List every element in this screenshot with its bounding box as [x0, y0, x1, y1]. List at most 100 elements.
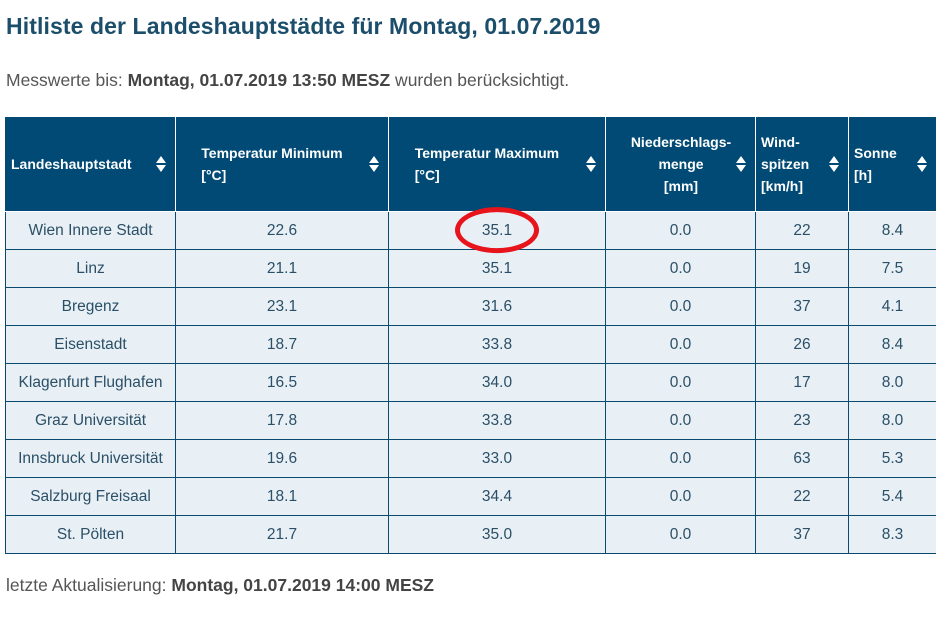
table-row: Bregenz 23.1 31.6 0.0 37 4.1: [5, 287, 936, 326]
cell-city: Innsbruck Universität: [5, 439, 176, 478]
sort-icon[interactable]: [586, 156, 597, 172]
cell-city: Eisenstadt: [5, 325, 176, 364]
cell-temp-max-value: 35.1: [481, 221, 513, 239]
cell-precipitation: 0.0: [605, 211, 756, 250]
cell-temp-max-highlighted: 35.1: [388, 206, 606, 253]
cell-sun: 8.3: [848, 515, 936, 554]
table-row: Graz Universität 17.8 33.8 0.0 23 8.0: [5, 401, 936, 440]
measurement-prefix: Messwerte bis:: [6, 70, 128, 90]
cell-sun: 5.4: [848, 477, 936, 516]
col-header-label: Wind-spitzen [km/h]: [761, 131, 809, 197]
table-row: St. Pölten 21.7 35.0 0.0 37 8.3: [5, 515, 936, 554]
col-header-title: Niederschlags-: [630, 134, 732, 150]
cell-temp-min: 23.1: [175, 287, 389, 326]
cell-sun: 8.0: [848, 363, 936, 402]
sort-icon[interactable]: [736, 156, 747, 172]
col-header-title: Wind-: [761, 134, 800, 150]
cell-precipitation: 0.0: [605, 363, 756, 402]
measurement-suffix: wurden berücksichtigt.: [390, 70, 570, 90]
cell-temp-max: 34.0: [388, 363, 606, 402]
cell-temp-min: 22.6: [175, 211, 389, 250]
last-update-info: letzte Aktualisierung: Montag, 01.07.201…: [6, 575, 434, 596]
sort-icon[interactable]: [369, 156, 380, 172]
cell-precipitation: 0.0: [605, 249, 756, 288]
page-title: Hitliste der Landeshauptstädte für Monta…: [6, 13, 601, 39]
cell-sun: 5.3: [848, 439, 936, 478]
sort-icon[interactable]: [829, 156, 840, 172]
cell-wind: 22: [755, 477, 849, 516]
col-header-unit: [°C]: [414, 167, 440, 183]
col-header-label: Landeshauptstadt: [11, 156, 132, 172]
cell-precipitation: 0.0: [605, 401, 756, 440]
cell-wind: 17: [755, 363, 849, 402]
last-update-date: Montag, 01.07.2019 14:00 MESZ: [171, 575, 434, 595]
col-header-title: Sonne: [854, 145, 897, 161]
cell-sun: 8.0: [848, 401, 936, 440]
cell-temp-max: 33.8: [388, 401, 606, 440]
measurement-info: Messwerte bis: Montag, 01.07.2019 13:50 …: [6, 70, 569, 91]
cell-city: Salzburg Freisaal: [5, 477, 176, 516]
cell-city: Klagenfurt Flughafen: [5, 363, 176, 402]
cell-temp-max: 33.8: [388, 325, 606, 364]
cell-sun: 7.5: [848, 249, 936, 288]
cell-wind: 19: [755, 249, 849, 288]
measurement-date: Montag, 01.07.2019 13:50 MESZ: [127, 70, 391, 90]
table-header-row: Landeshauptstadt Temperatur Minimum [°C] …: [5, 116, 936, 212]
cell-wind: 37: [755, 287, 849, 326]
cell-sun: 8.4: [848, 325, 936, 364]
col-header-temp-max[interactable]: Temperatur Maximum [°C]: [388, 116, 606, 212]
col-header-label: Niederschlags-menge [mm]: [631, 131, 731, 197]
cell-temp-max: 33.0: [388, 439, 606, 478]
col-header-unit: [mm]: [663, 178, 699, 194]
cell-temp-max: 35.1: [388, 249, 606, 288]
cell-city: Linz: [5, 249, 176, 288]
sort-icon[interactable]: [917, 156, 928, 172]
col-header-label: Temperatur Minimum [°C]: [181, 142, 342, 186]
col-header-title-2: spitzen: [761, 156, 810, 172]
cell-temp-min: 18.1: [175, 477, 389, 516]
table-row: Innsbruck Universität 19.6 33.0 0.0 63 5…: [5, 439, 936, 478]
cell-temp-min: 21.7: [175, 515, 389, 554]
cell-sun: 8.4: [848, 211, 936, 250]
cell-temp-max: 35.0: [388, 515, 606, 554]
cell-precipitation: 0.0: [605, 515, 756, 554]
cell-wind: 23: [755, 401, 849, 440]
table-row: Salzburg Freisaal 18.1 34.4 0.0 22 5.4: [5, 477, 936, 516]
cell-city: St. Pölten: [5, 515, 176, 554]
col-header-landeshauptstadt[interactable]: Landeshauptstadt: [5, 116, 176, 212]
col-header-label: Temperatur Maximum [°C]: [394, 142, 559, 186]
table-row: Klagenfurt Flughafen 16.5 34.0 0.0 17 8.…: [5, 363, 936, 402]
cell-temp-min: 17.8: [175, 401, 389, 440]
col-header-label: Sonne [h]: [854, 142, 897, 186]
table-row: Linz 21.1 35.1 0.0 19 7.5: [5, 249, 936, 288]
cell-temp-min: 19.6: [175, 439, 389, 478]
last-update-prefix: letzte Aktualisierung:: [6, 575, 172, 595]
cell-precipitation: 0.0: [605, 439, 756, 478]
col-header-unit: [km/h]: [761, 178, 803, 194]
cell-temp-min: 16.5: [175, 363, 389, 402]
cell-temp-min: 18.7: [175, 325, 389, 364]
col-header-temp-min[interactable]: Temperatur Minimum [°C]: [175, 116, 389, 212]
cell-sun: 4.1: [848, 287, 936, 326]
sort-icon[interactable]: [156, 156, 167, 172]
cell-precipitation: 0.0: [605, 477, 756, 516]
col-header-title: Temperatur Maximum: [414, 145, 560, 161]
cell-wind: 37: [755, 515, 849, 554]
cell-precipitation: 0.0: [605, 287, 756, 326]
ranking-table: Landeshauptstadt Temperatur Minimum [°C] …: [5, 116, 936, 554]
cell-city: Graz Universität: [5, 401, 176, 440]
cell-temp-min: 21.1: [175, 249, 389, 288]
col-header-unit: [°C]: [201, 167, 227, 183]
cell-city: Bregenz: [5, 287, 176, 326]
cell-city: Wien Innere Stadt: [5, 211, 176, 250]
table-row: Wien Innere Stadt 22.6 35.1 0.0 22 8.4: [5, 206, 936, 253]
col-header-windspitzen[interactable]: Wind-spitzen [km/h]: [755, 116, 849, 212]
cell-temp-max: 34.4: [388, 477, 606, 516]
cell-temp-max: 31.6: [388, 287, 606, 326]
col-header-niederschlag[interactable]: Niederschlags-menge [mm]: [605, 116, 756, 212]
col-header-unit: [h]: [854, 167, 872, 183]
col-header-title-2: menge: [658, 156, 704, 172]
table-row: Eisenstadt 18.7 33.8 0.0 26 8.4: [5, 325, 936, 364]
col-header-sonne[interactable]: Sonne [h]: [848, 116, 936, 212]
cell-wind: 63: [755, 439, 849, 478]
